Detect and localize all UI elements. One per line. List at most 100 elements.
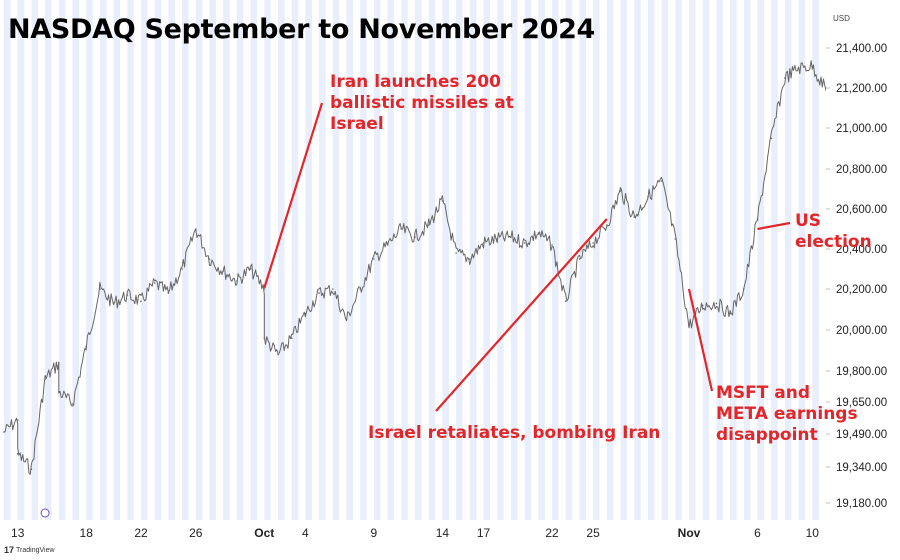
session-stripe <box>538 0 545 520</box>
y-tick-label: 20,200.00 <box>836 284 887 296</box>
price-point <box>99 288 101 290</box>
session-stripe <box>31 0 38 520</box>
session-stripe <box>360 0 367 520</box>
price-point <box>71 403 74 405</box>
price-point <box>414 236 416 238</box>
price-point <box>277 353 279 356</box>
price-point <box>386 244 389 246</box>
price-point <box>427 224 430 226</box>
price-point <box>222 270 224 272</box>
x-tick-label: 22 <box>545 526 559 540</box>
price-point <box>181 268 183 270</box>
session-stripe <box>195 0 203 520</box>
x-tick-label: 14 <box>436 526 450 540</box>
price-point <box>496 238 499 240</box>
price-point <box>510 236 512 238</box>
session-stripe <box>415 0 422 520</box>
session-stripe <box>524 0 532 520</box>
session-stripe <box>86 0 93 520</box>
y-axis-background <box>826 0 900 560</box>
session-stripe <box>661 0 669 520</box>
x-tick-label: 17 <box>477 526 491 540</box>
price-point <box>195 228 197 230</box>
y-tick-label: 20,800.00 <box>836 164 887 176</box>
session-stripe <box>716 0 723 520</box>
price-point <box>373 258 375 260</box>
leader-us-election <box>757 221 791 231</box>
price-point <box>208 258 211 260</box>
price-point <box>715 302 718 305</box>
price-point <box>441 200 444 202</box>
price-point <box>3 431 5 433</box>
price-series <box>3 60 827 475</box>
session-stripe <box>702 0 710 520</box>
price-point <box>606 224 608 226</box>
session-stripe <box>236 0 244 520</box>
price-point <box>770 137 772 140</box>
price-point <box>523 242 526 244</box>
price-point <box>674 238 677 240</box>
session-stripe <box>99 0 107 520</box>
price-point <box>304 312 307 315</box>
x-tick-label: Oct <box>254 526 274 540</box>
price-point <box>263 288 266 290</box>
y-tick-label: 19,180.00 <box>836 498 887 510</box>
price-point <box>578 258 581 260</box>
price-point <box>263 337 266 340</box>
x-tick-label: 13 <box>11 526 25 540</box>
y-tick-label: 19,800.00 <box>836 366 887 378</box>
price-point <box>797 67 800 69</box>
price-point <box>16 419 19 421</box>
session-stripe <box>469 0 477 520</box>
price-point <box>345 319 348 321</box>
session-stripe <box>291 0 299 520</box>
x-tick-label: 9 <box>371 526 378 540</box>
y-tick-label: 20,000.00 <box>836 325 887 337</box>
price-point <box>647 196 649 198</box>
price-point <box>30 468 33 471</box>
price-point <box>400 228 403 230</box>
x-tick-label: 4 <box>302 526 309 540</box>
price-point <box>16 453 19 455</box>
price-point <box>153 282 156 284</box>
y-tick-label: 21,000.00 <box>836 123 887 135</box>
price-point <box>469 258 471 260</box>
price-point <box>701 304 704 307</box>
price-point <box>58 390 60 393</box>
price-point <box>58 362 60 364</box>
leader-iran-launch <box>263 102 324 289</box>
session-stripe <box>497 0 504 520</box>
session-stripe <box>72 0 79 520</box>
price-point <box>455 252 457 254</box>
y-axis: 19,180.00 19,340.00 19,490.00 19,650.00 19,8… <box>826 0 900 560</box>
x-tick-label: 10 <box>806 526 820 540</box>
session-stripe <box>319 0 326 520</box>
session-stripe <box>647 0 655 520</box>
price-point <box>633 216 635 218</box>
price-point <box>592 242 594 244</box>
session-stripe <box>209 0 216 520</box>
annotation-iran-launch: Iran launches 200 ballistic missiles at … <box>330 72 514 134</box>
price-point <box>537 232 540 234</box>
price-point <box>743 288 745 290</box>
annotation-msft-meta: MSFT and META earnings disappoint <box>716 383 858 445</box>
price-point <box>811 65 814 67</box>
leader-israel-retaliates <box>435 218 608 412</box>
annotation-us-election: US election <box>795 211 872 252</box>
event-marker-icon <box>40 508 50 518</box>
y-tick-label: 20,400.00 <box>836 244 887 256</box>
session-stripe <box>346 0 353 520</box>
session-stripe <box>154 0 162 520</box>
price-point <box>756 218 759 220</box>
price-point <box>619 190 622 192</box>
session-stripe <box>373 0 381 520</box>
annotation-israel-retaliates: Israel retaliates, bombing Iran <box>368 423 661 443</box>
session-stripe <box>387 0 395 520</box>
price-point <box>660 180 663 182</box>
session-stripe <box>17 0 25 520</box>
session-stripe <box>456 0 463 520</box>
price-line <box>3 60 827 475</box>
session-stripe <box>305 0 312 520</box>
session-stripe <box>771 0 778 520</box>
